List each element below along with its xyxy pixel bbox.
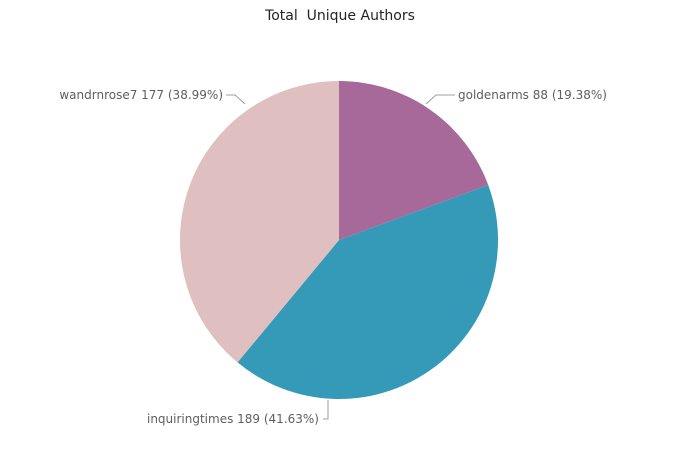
- leader-line-inquiringtimes: [323, 400, 329, 420]
- pie-labels: goldenarms 88 (19.38%) inquiringtimes 189…: [59, 88, 607, 426]
- leader-line-goldenarms: [425, 94, 455, 105]
- pie-slice-wandrnrose7[interactable]: [179, 81, 339, 363]
- data-label-goldenarms: goldenarms 88 (19.38%): [458, 88, 607, 102]
- data-label-wandrnrose7: wandrnrose7 177 (38.99%): [59, 88, 223, 102]
- chart-title: Total Unique Authors: [265, 8, 415, 24]
- pie-slices: [179, 81, 499, 400]
- pie-slice-inquiringtimes[interactable]: [237, 185, 499, 400]
- data-label-inquiringtimes: inquiringtimes 189 (41.63%): [147, 412, 319, 426]
- leader-line-wandrnrose7: [226, 94, 246, 105]
- pie-slice-goldenarms[interactable]: [339, 81, 489, 240]
